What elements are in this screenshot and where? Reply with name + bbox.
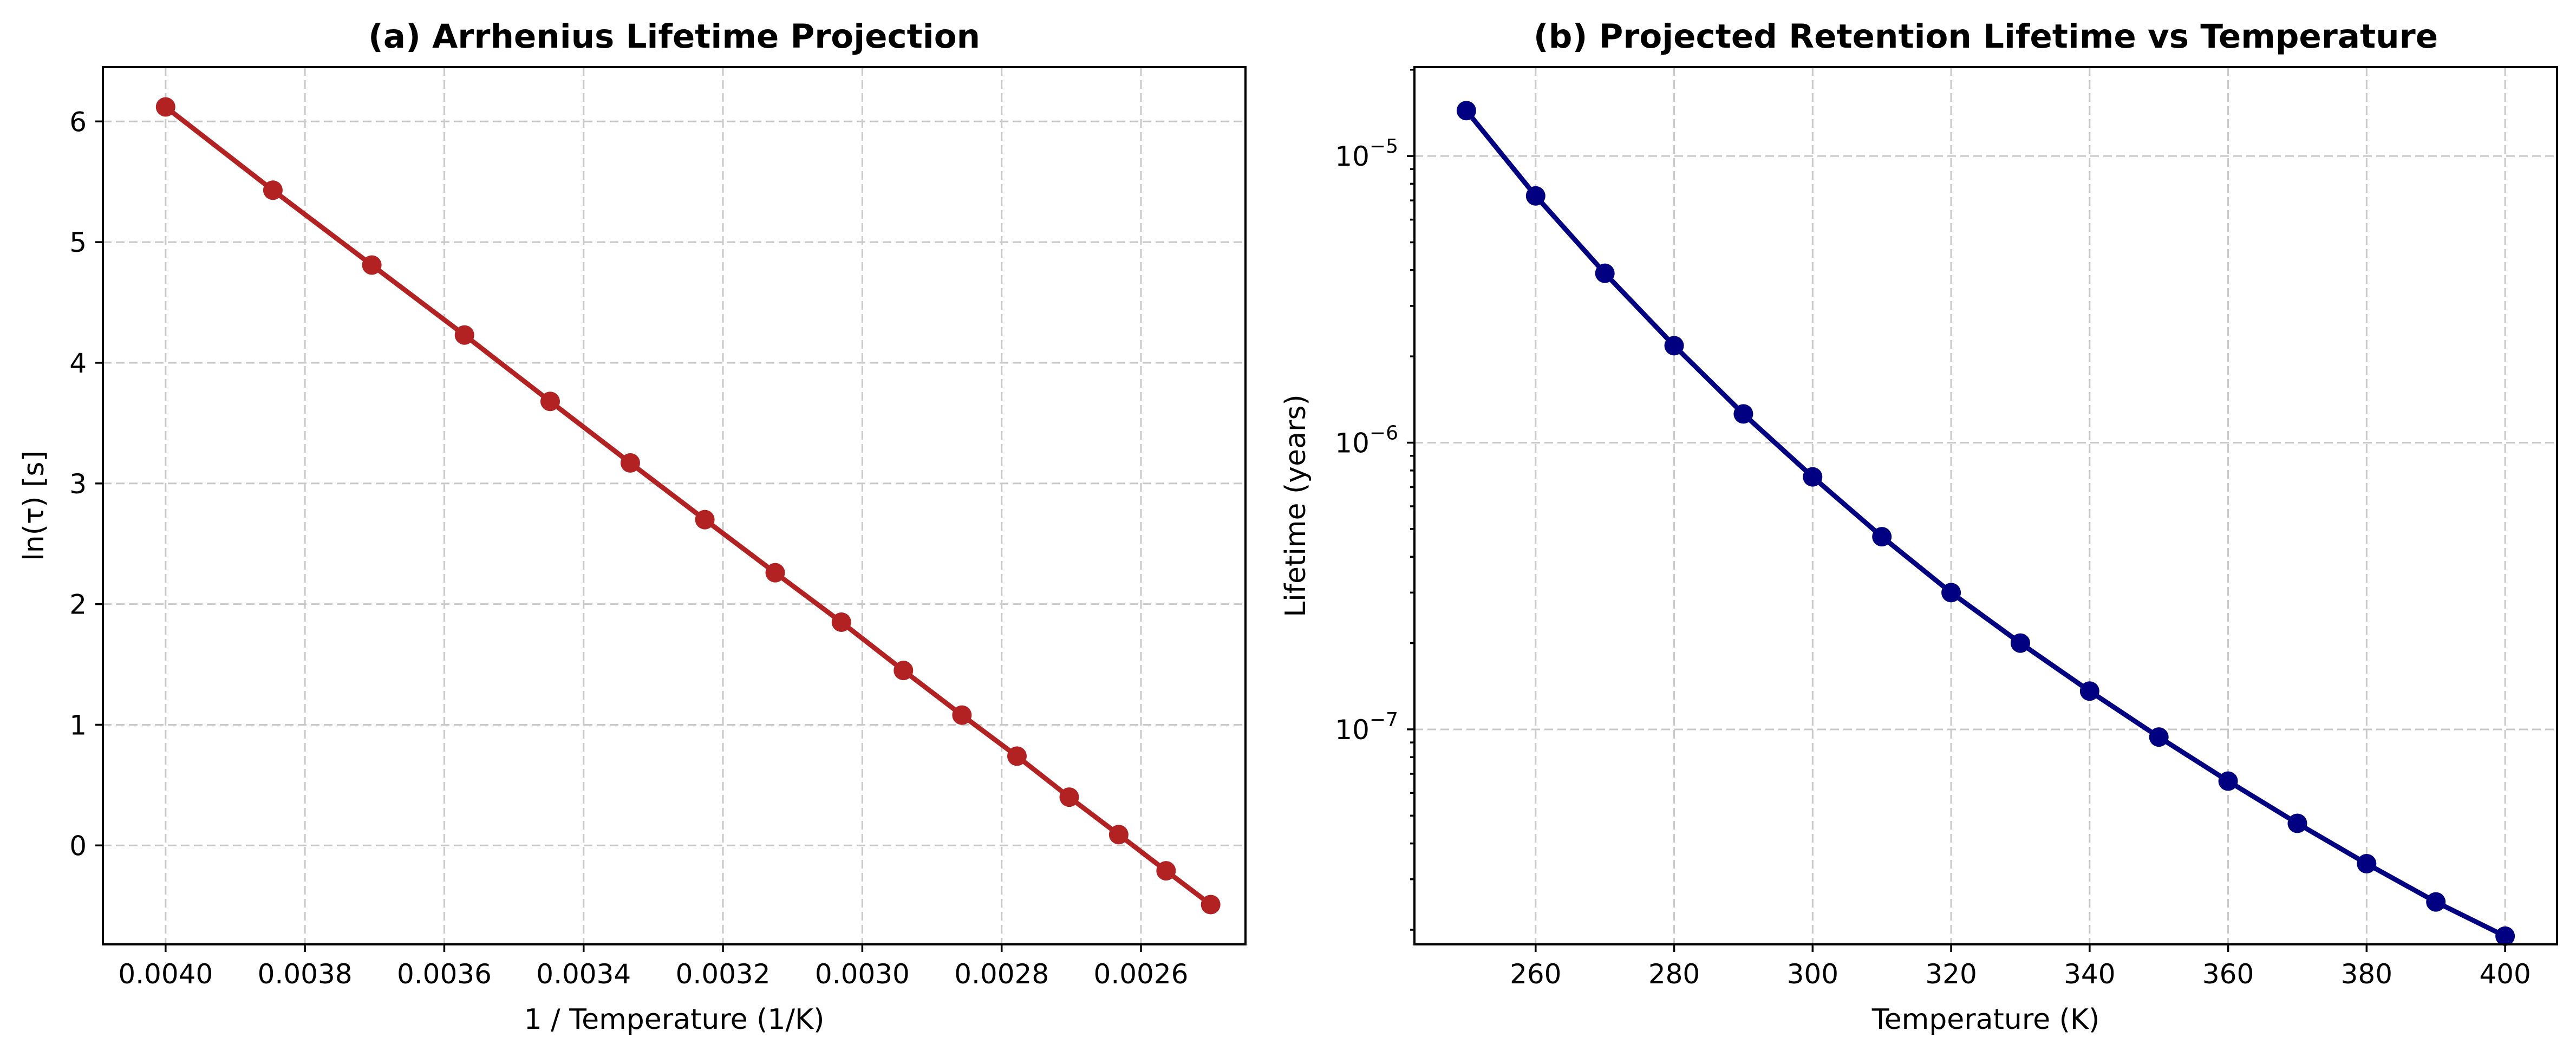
panel-b-x-tick-label: 360 xyxy=(2202,958,2254,990)
panel-b-x-tick-label: 320 xyxy=(1925,958,1977,990)
panel-a-x-tick-label: 0.0032 xyxy=(676,958,771,990)
panel-a-data-point xyxy=(1059,787,1079,807)
panel-a-x-tick-label: 0.0034 xyxy=(536,958,631,990)
panel-a-data-point xyxy=(1108,825,1129,845)
panel-b-data-point xyxy=(1595,263,1615,283)
panel-a-data-point xyxy=(155,97,175,117)
panel-a-y-tick-label: 6 xyxy=(69,106,87,138)
panel-a-y-ticks: 0 1 2 3 4 5 6 xyxy=(69,106,103,862)
panel-b-y-ticks: 10−5 10−6 10−7 xyxy=(1335,68,1414,931)
panel-a-data-point xyxy=(263,180,283,200)
panel-a-x-tick-label: 0.0028 xyxy=(954,958,1049,990)
panel-b-y-axis-label: Lifetime (years) xyxy=(1280,394,1312,617)
panel-a-y-tick-label: 1 xyxy=(69,709,87,741)
panel-b-data-point xyxy=(1872,527,1892,547)
panel-a-x-tick-label: 0.0038 xyxy=(258,958,353,990)
panel-a-x-tick-label: 0.0036 xyxy=(397,958,492,990)
panel-b-x-tick-label: 340 xyxy=(2064,958,2115,990)
panel-b-data-point xyxy=(2357,853,2377,873)
panel-b-x-tick-label: 280 xyxy=(1648,958,1700,990)
panel-b-y-tick-label: 10−5 xyxy=(1335,135,1398,172)
panel-a-x-axis-label: 1 / Temperature (1/K) xyxy=(524,1003,825,1036)
panel-b-x-tick-label: 400 xyxy=(2479,958,2531,990)
panel-b-series-line xyxy=(1464,109,2507,938)
panel-a-data-point xyxy=(765,563,785,583)
panel-b-series xyxy=(1456,101,2515,946)
panel-a-data-point xyxy=(1201,895,1221,915)
panel-b-x-tick-label: 380 xyxy=(2341,958,2392,990)
panel-a-y-tick-label: 0 xyxy=(69,830,87,862)
panel-a-series-line xyxy=(164,105,1212,907)
panel-a-data-point xyxy=(831,612,851,632)
panel-b-x-tick-label: 300 xyxy=(1787,958,1838,990)
panel-b-data-point xyxy=(2495,926,2515,946)
panel-a-data-point xyxy=(540,392,560,412)
panel-a-title: (a) Arrhenius Lifetime Projection xyxy=(368,17,980,56)
panel-a-y-axis-label: ln(τ) [s] xyxy=(18,451,50,560)
panel-a-data-point xyxy=(1007,746,1027,766)
panel-b-data-point xyxy=(1456,101,1476,121)
panel-a-data-point xyxy=(695,510,715,530)
panel-b-y-tick-label: 10−6 xyxy=(1335,422,1398,459)
panel-a-data-point xyxy=(454,325,474,345)
panel-a-x-ticks: 0.0040 0.0038 0.0036 0.0034 0.0032 0.0030 0.00… xyxy=(118,944,1188,990)
panel-a-data-point xyxy=(952,705,972,725)
panel-a-arrhenius: 0.0040 0.0038 0.0036 0.0034 0.0032 0.0030 0.00… xyxy=(18,17,1247,1036)
panel-b-grid xyxy=(1414,67,2557,944)
panel-a-x-tick-label: 0.0026 xyxy=(1094,958,1189,990)
panel-a-y-tick-label: 2 xyxy=(69,589,87,621)
panel-a-data-point xyxy=(1156,861,1176,881)
panel-b-retention: 260 280 300 320 340 360 380 400 10−5 10−6 10−7 (b… xyxy=(1280,17,2558,1036)
panel-b-data-point xyxy=(2079,681,2099,701)
panel-a-x-tick-label: 0.0030 xyxy=(815,958,910,990)
panel-a-x-tick-label: 0.0040 xyxy=(118,958,213,990)
panel-a-grid xyxy=(103,67,1245,944)
panel-b-data-point xyxy=(2149,727,2169,747)
panel-a-data-point xyxy=(620,453,640,473)
panel-b-data-point xyxy=(1941,583,1961,603)
panel-b-x-axis-label: Temperature (K) xyxy=(1871,1003,2100,1036)
panel-a-y-tick-label: 5 xyxy=(69,227,87,258)
panel-b-y-tick-label: 10−7 xyxy=(1335,709,1398,746)
panel-b-x-ticks: 260 280 300 320 340 360 380 400 xyxy=(1510,944,2531,990)
panel-b-data-point xyxy=(2426,892,2446,912)
panel-b-x-tick-label: 260 xyxy=(1510,958,1561,990)
panel-a-y-tick-label: 3 xyxy=(69,468,87,500)
panel-b-frame xyxy=(1413,66,2558,945)
panel-a-series xyxy=(155,97,1221,915)
panel-a-data-point xyxy=(894,661,914,681)
panel-a-data-point xyxy=(362,255,382,275)
panel-b-data-point xyxy=(1803,467,1823,487)
panel-b-data-point xyxy=(2287,813,2307,833)
panel-b-data-point xyxy=(1664,336,1684,356)
panel-b-title: (b) Projected Retention Lifetime vs Temp… xyxy=(1534,17,2438,56)
panel-b-data-point xyxy=(2218,771,2238,791)
panel-a-frame xyxy=(102,66,1247,945)
panel-a-y-tick-label: 4 xyxy=(69,348,87,379)
panel-b-data-point xyxy=(2010,633,2030,653)
panel-b-data-point xyxy=(1733,404,1753,424)
panel-b-data-point xyxy=(1525,186,1545,206)
